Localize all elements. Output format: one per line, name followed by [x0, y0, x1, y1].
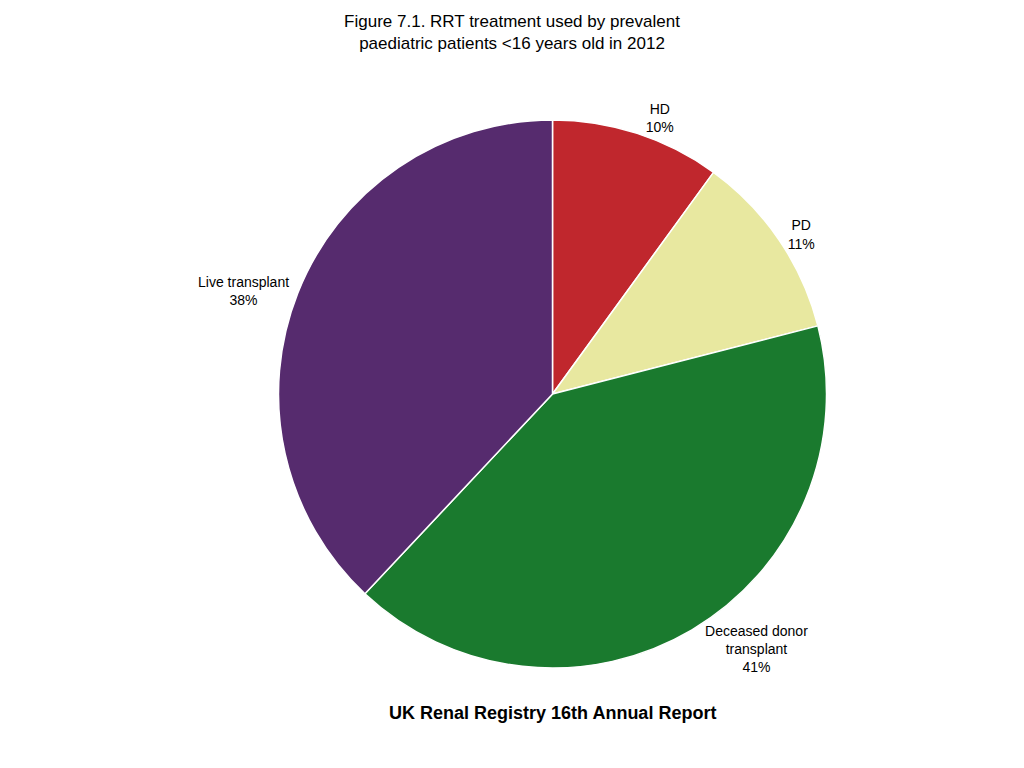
- svg-text:UK Renal Registry 16th Annual: UK Renal Registry 16th Annual Report: [389, 703, 716, 723]
- svg-text:PD11%: PD11%: [788, 217, 815, 251]
- svg-text:Figure 7.1. RRT treatment used: Figure 7.1. RRT treatment used by preval…: [344, 12, 680, 53]
- svg-text:Live transplant38%: Live transplant38%: [198, 274, 289, 308]
- svg-text:Deceased donortransplant41%: Deceased donortransplant41%: [705, 623, 808, 675]
- svg-text:HD10%: HD10%: [646, 101, 674, 135]
